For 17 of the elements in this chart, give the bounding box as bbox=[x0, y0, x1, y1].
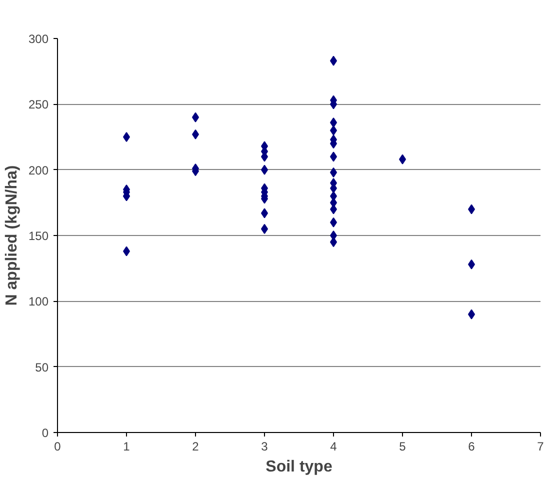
x-axis-title: Soil type bbox=[266, 458, 332, 476]
y-tick-label: 300 bbox=[28, 32, 49, 46]
y-tick-label: 0 bbox=[42, 426, 49, 440]
x-tick-label: 3 bbox=[261, 440, 268, 454]
x-tick-label: 0 bbox=[54, 440, 62, 454]
y-tick-label: 250 bbox=[28, 98, 49, 112]
x-tick-label: 2 bbox=[192, 440, 200, 454]
y-tick-label: 200 bbox=[28, 163, 49, 178]
x-tick-label: 5 bbox=[399, 440, 406, 454]
x-tick-label: 6 bbox=[468, 440, 476, 454]
y-tick-label: 150 bbox=[28, 229, 49, 243]
x-tick-label: 4 bbox=[330, 440, 338, 454]
y-tick-label: 100 bbox=[28, 294, 49, 309]
x-tick-label: 1 bbox=[123, 440, 130, 454]
x-tick-label: 7 bbox=[537, 440, 544, 454]
y-axis-title: N applied (kgN/ha) bbox=[3, 165, 20, 306]
y-tick-label: 50 bbox=[35, 360, 49, 374]
